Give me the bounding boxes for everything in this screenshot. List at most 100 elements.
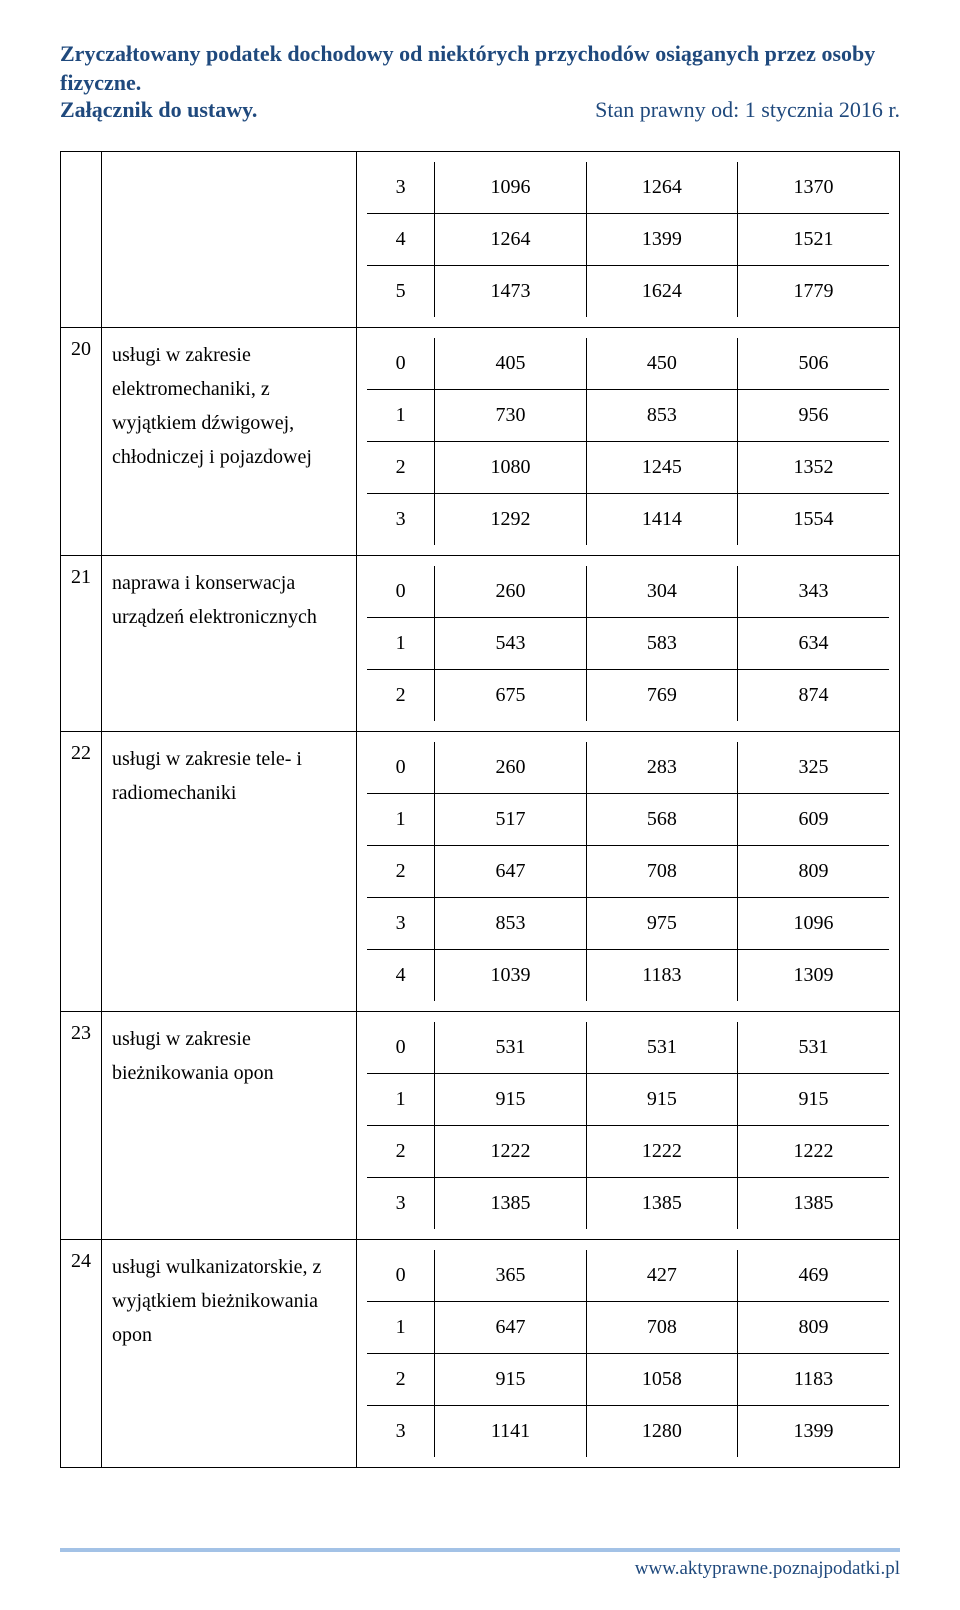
data-subrow: 1730853956 bbox=[367, 390, 889, 442]
data-cell: 4 bbox=[367, 950, 435, 1002]
data-cell: 405 bbox=[435, 338, 586, 390]
data-cell: 3 bbox=[367, 1406, 435, 1458]
row-data: 0365427469164770880929151058118331141128… bbox=[357, 1240, 900, 1468]
row-description: usługi w zakresie bieżnikowania opon bbox=[102, 1012, 357, 1240]
data-cell: 1183 bbox=[738, 1354, 889, 1406]
data-subrow: 4126413991521 bbox=[367, 214, 889, 266]
table-row: 310961264137041264139915215147316241779 bbox=[61, 152, 900, 328]
data-cell: 1399 bbox=[586, 214, 737, 266]
data-cell: 5 bbox=[367, 266, 435, 318]
table-row: 21naprawa i konserwacja urządzeń elektro… bbox=[61, 556, 900, 732]
data-cell: 260 bbox=[435, 566, 586, 618]
data-cell: 1 bbox=[367, 390, 435, 442]
data-cell: 708 bbox=[586, 846, 737, 898]
data-cell: 1222 bbox=[738, 1126, 889, 1178]
data-subrow: 3138513851385 bbox=[367, 1178, 889, 1230]
data-cell: 1370 bbox=[738, 162, 889, 214]
row-description: usługi w zakresie elektromechaniki, z wy… bbox=[102, 328, 357, 556]
data-subrow: 3114112801399 bbox=[367, 1406, 889, 1458]
data-cell: 1624 bbox=[586, 266, 737, 318]
data-subrow: 291510581183 bbox=[367, 1354, 889, 1406]
data-cell: 2 bbox=[367, 1354, 435, 1406]
data-cell: 1385 bbox=[435, 1178, 586, 1230]
row-index: 21 bbox=[61, 556, 102, 732]
data-cell: 1280 bbox=[586, 1406, 737, 1458]
data-cell: 975 bbox=[586, 898, 737, 950]
data-cell: 1414 bbox=[586, 494, 737, 546]
data-cell: 809 bbox=[738, 846, 889, 898]
data-cell: 956 bbox=[738, 390, 889, 442]
data-subrow: 1517568609 bbox=[367, 794, 889, 846]
data-cell: 0 bbox=[367, 742, 435, 794]
row-index: 23 bbox=[61, 1012, 102, 1240]
data-subrow: 0531531531 bbox=[367, 1022, 889, 1074]
data-cell: 2 bbox=[367, 1126, 435, 1178]
table-row: 24usługi wulkanizatorskie, z wyjątkiem b… bbox=[61, 1240, 900, 1468]
data-cell: 915 bbox=[435, 1074, 586, 1126]
row-index: 22 bbox=[61, 732, 102, 1012]
row-data: 0405450506173085395621080124513523129214… bbox=[357, 328, 900, 556]
data-cell: 1779 bbox=[738, 266, 889, 318]
data-cell: 1 bbox=[367, 618, 435, 670]
data-subrow: 38539751096 bbox=[367, 898, 889, 950]
data-subrow: 3129214141554 bbox=[367, 494, 889, 546]
data-subrow: 2122212221222 bbox=[367, 1126, 889, 1178]
data-cell: 1309 bbox=[738, 950, 889, 1002]
row-data: 026030434315435836342675769874 bbox=[357, 556, 900, 732]
data-cell: 531 bbox=[435, 1022, 586, 1074]
data-cell: 427 bbox=[586, 1250, 737, 1302]
data-cell: 809 bbox=[738, 1302, 889, 1354]
data-cell: 2 bbox=[367, 846, 435, 898]
row-index: 20 bbox=[61, 328, 102, 556]
row-data: 0260283325151756860926477088093853975109… bbox=[357, 732, 900, 1012]
data-cell: 1385 bbox=[738, 1178, 889, 1230]
data-cell: 0 bbox=[367, 1250, 435, 1302]
data-cell: 531 bbox=[586, 1022, 737, 1074]
data-cell: 3 bbox=[367, 898, 435, 950]
row-description: naprawa i konserwacja urządzeń elektroni… bbox=[102, 556, 357, 732]
data-subrow: 4103911831309 bbox=[367, 950, 889, 1002]
data-cell: 531 bbox=[738, 1022, 889, 1074]
data-cell: 3 bbox=[367, 1178, 435, 1230]
data-subrow: 2647708809 bbox=[367, 846, 889, 898]
table-row: 23usługi w zakresie bieżnikowania opon05… bbox=[61, 1012, 900, 1240]
data-subrow: 0405450506 bbox=[367, 338, 889, 390]
data-cell: 1080 bbox=[435, 442, 586, 494]
data-cell: 730 bbox=[435, 390, 586, 442]
data-cell: 609 bbox=[738, 794, 889, 846]
data-cell: 0 bbox=[367, 338, 435, 390]
page-title: Zryczałtowany podatek dochodowy od niekt… bbox=[60, 40, 900, 97]
data-cell: 450 bbox=[586, 338, 737, 390]
data-cell: 2 bbox=[367, 670, 435, 722]
data-subrow: 0260304343 bbox=[367, 566, 889, 618]
row-description: usługi wulkanizatorskie, z wyjątkiem bie… bbox=[102, 1240, 357, 1468]
data-cell: 506 bbox=[738, 338, 889, 390]
data-subrow: 2675769874 bbox=[367, 670, 889, 722]
legal-status: Stan prawny od: 1 stycznia 2016 r. bbox=[595, 97, 900, 123]
data-cell: 1222 bbox=[435, 1126, 586, 1178]
data-cell: 1 bbox=[367, 1074, 435, 1126]
data-cell: 915 bbox=[738, 1074, 889, 1126]
row-description: usługi w zakresie tele- i radiomechaniki bbox=[102, 732, 357, 1012]
data-cell: 0 bbox=[367, 1022, 435, 1074]
data-cell: 647 bbox=[435, 1302, 586, 1354]
data-cell: 708 bbox=[586, 1302, 737, 1354]
data-subrow: 5147316241779 bbox=[367, 266, 889, 318]
data-cell: 1521 bbox=[738, 214, 889, 266]
table-row: 20usługi w zakresie elektromechaniki, z … bbox=[61, 328, 900, 556]
data-cell: 0 bbox=[367, 566, 435, 618]
data-cell: 1352 bbox=[738, 442, 889, 494]
data-cell: 583 bbox=[586, 618, 737, 670]
data-cell: 365 bbox=[435, 1250, 586, 1302]
data-subrow: 3109612641370 bbox=[367, 162, 889, 214]
data-cell: 1292 bbox=[435, 494, 586, 546]
data-cell: 1096 bbox=[435, 162, 586, 214]
data-cell: 853 bbox=[586, 390, 737, 442]
data-cell: 634 bbox=[738, 618, 889, 670]
data-cell: 1554 bbox=[738, 494, 889, 546]
table-row: 22usługi w zakresie tele- i radiomechani… bbox=[61, 732, 900, 1012]
data-cell: 568 bbox=[586, 794, 737, 846]
data-cell: 3 bbox=[367, 494, 435, 546]
data-cell: 543 bbox=[435, 618, 586, 670]
data-subrow: 1647708809 bbox=[367, 1302, 889, 1354]
